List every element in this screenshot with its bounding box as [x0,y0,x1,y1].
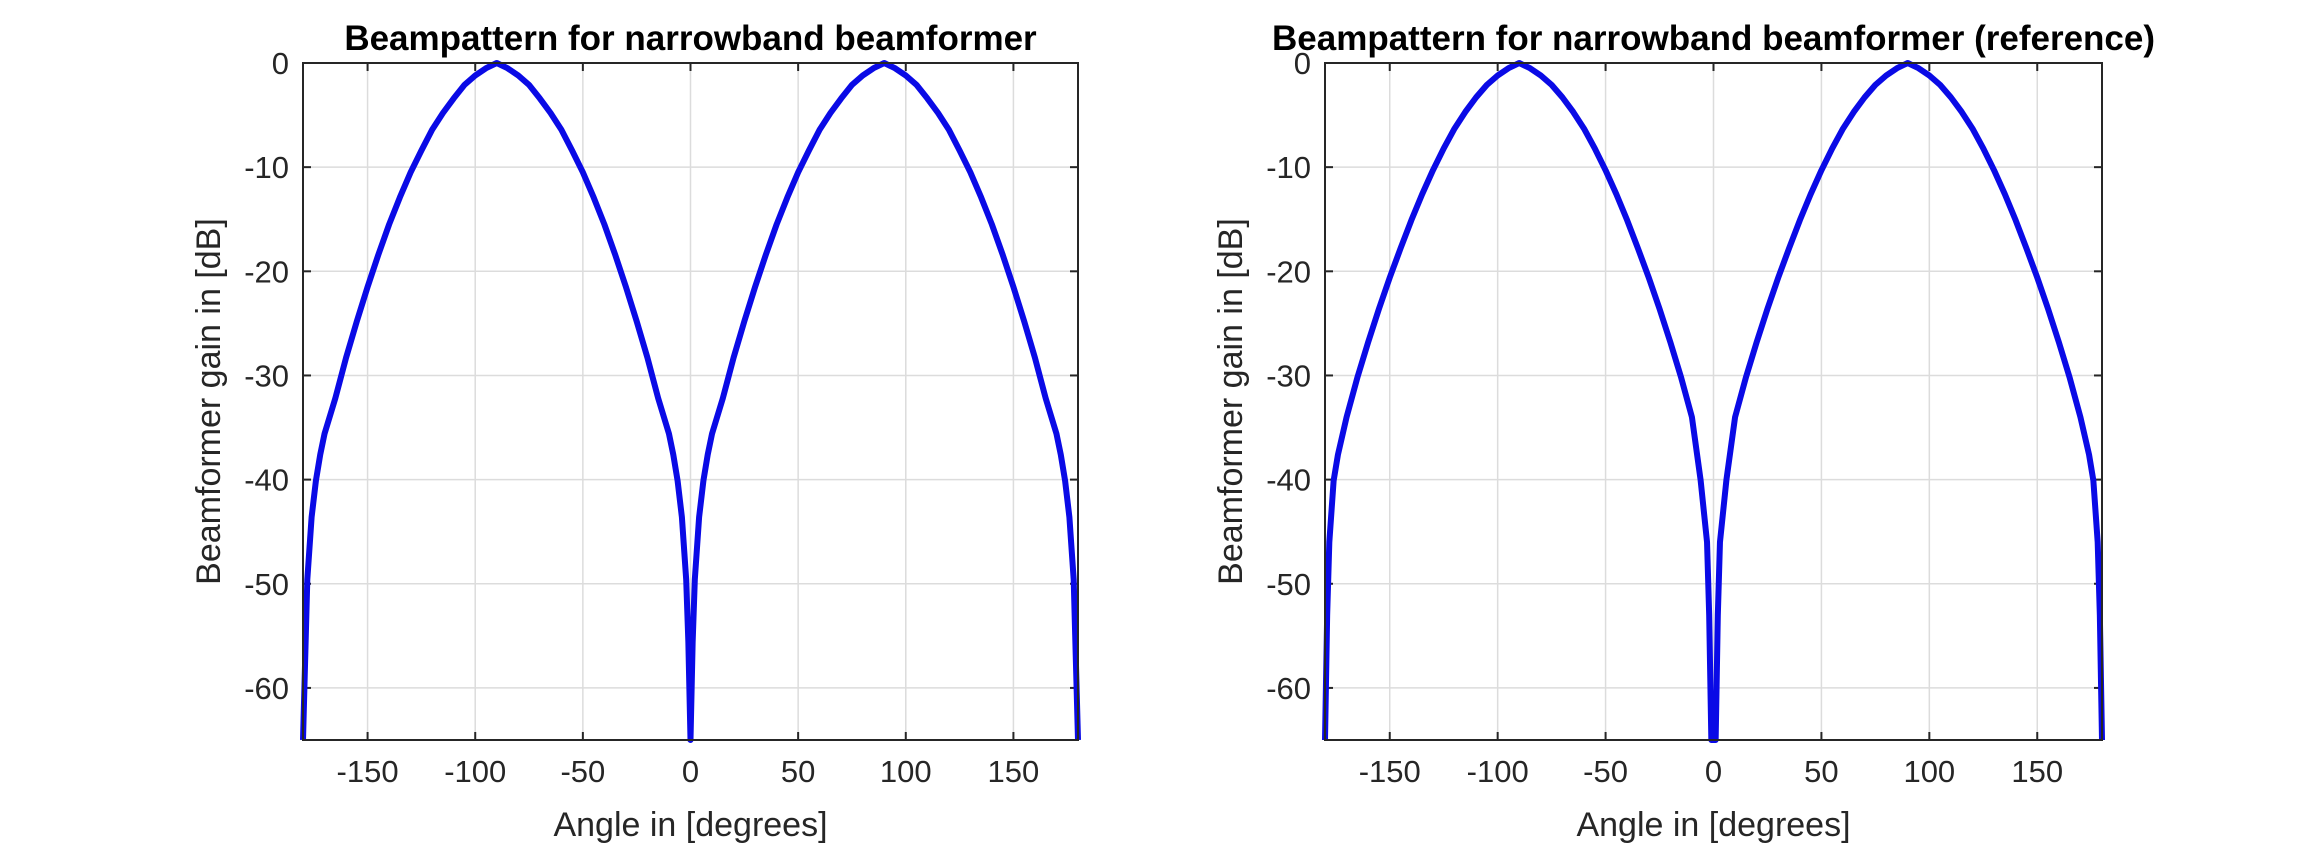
x-tick-label: -100 [1467,754,1529,789]
x-tick-label: 50 [781,754,815,789]
x-tick-label: 50 [1804,754,1838,789]
x-tick-label: 100 [1903,754,1955,789]
x-tick-label: 0 [682,754,699,789]
x-tick-label: 100 [880,754,932,789]
y-tick-label: -60 [244,671,289,706]
y-tick-label: -60 [1266,671,1311,706]
x-axis-label: Angle in [degrees] [553,806,827,844]
x-tick-label: -100 [444,754,506,789]
x-tick-label: -50 [1583,754,1628,789]
y-tick-label: -10 [244,150,289,185]
y-tick-label: -50 [1266,567,1311,602]
chart-right: -150 -100 -50 0 50 100 150 0 -10 -20 -30 -40 -50 -60 B… [1212,19,2155,844]
x-tick-label: 0 [1705,754,1722,789]
y-axis-label: Beamformer gain in [dB] [1212,218,1250,585]
x-tick-label: 150 [2011,754,2063,789]
y-tick-label: 0 [1294,46,1311,81]
y-tick-label: -30 [244,358,289,393]
chart-title: Beampattern for narrowband beamformer (r… [1272,19,2155,58]
x-tick-label: -150 [1359,754,1421,789]
y-tick-label: 0 [272,46,289,81]
x-tick-label: -50 [560,754,605,789]
chart-title: Beampattern for narrowband beamformer [344,19,1037,58]
y-tick-label: -30 [1266,358,1311,393]
y-tick-label: -10 [1266,150,1311,185]
axes-frame [1324,62,2103,741]
x-tick-label: 150 [988,754,1040,789]
y-tick-label: -40 [244,463,289,498]
y-tick-label: -40 [1266,463,1311,498]
axes-frame [302,62,1079,741]
y-tick-label: -50 [244,567,289,602]
x-tick-label: -150 [337,754,399,789]
x-axis-label: Angle in [degrees] [1576,806,1850,844]
y-tick-label: -20 [1266,254,1311,289]
chart-left: -150 -100 -50 0 50 100 150 0 -10 -20 -30 -40 -50 -60 B… [190,19,1081,844]
y-axis-label: Beamformer gain in [dB] [190,218,228,585]
y-tick-label: -20 [244,254,289,289]
